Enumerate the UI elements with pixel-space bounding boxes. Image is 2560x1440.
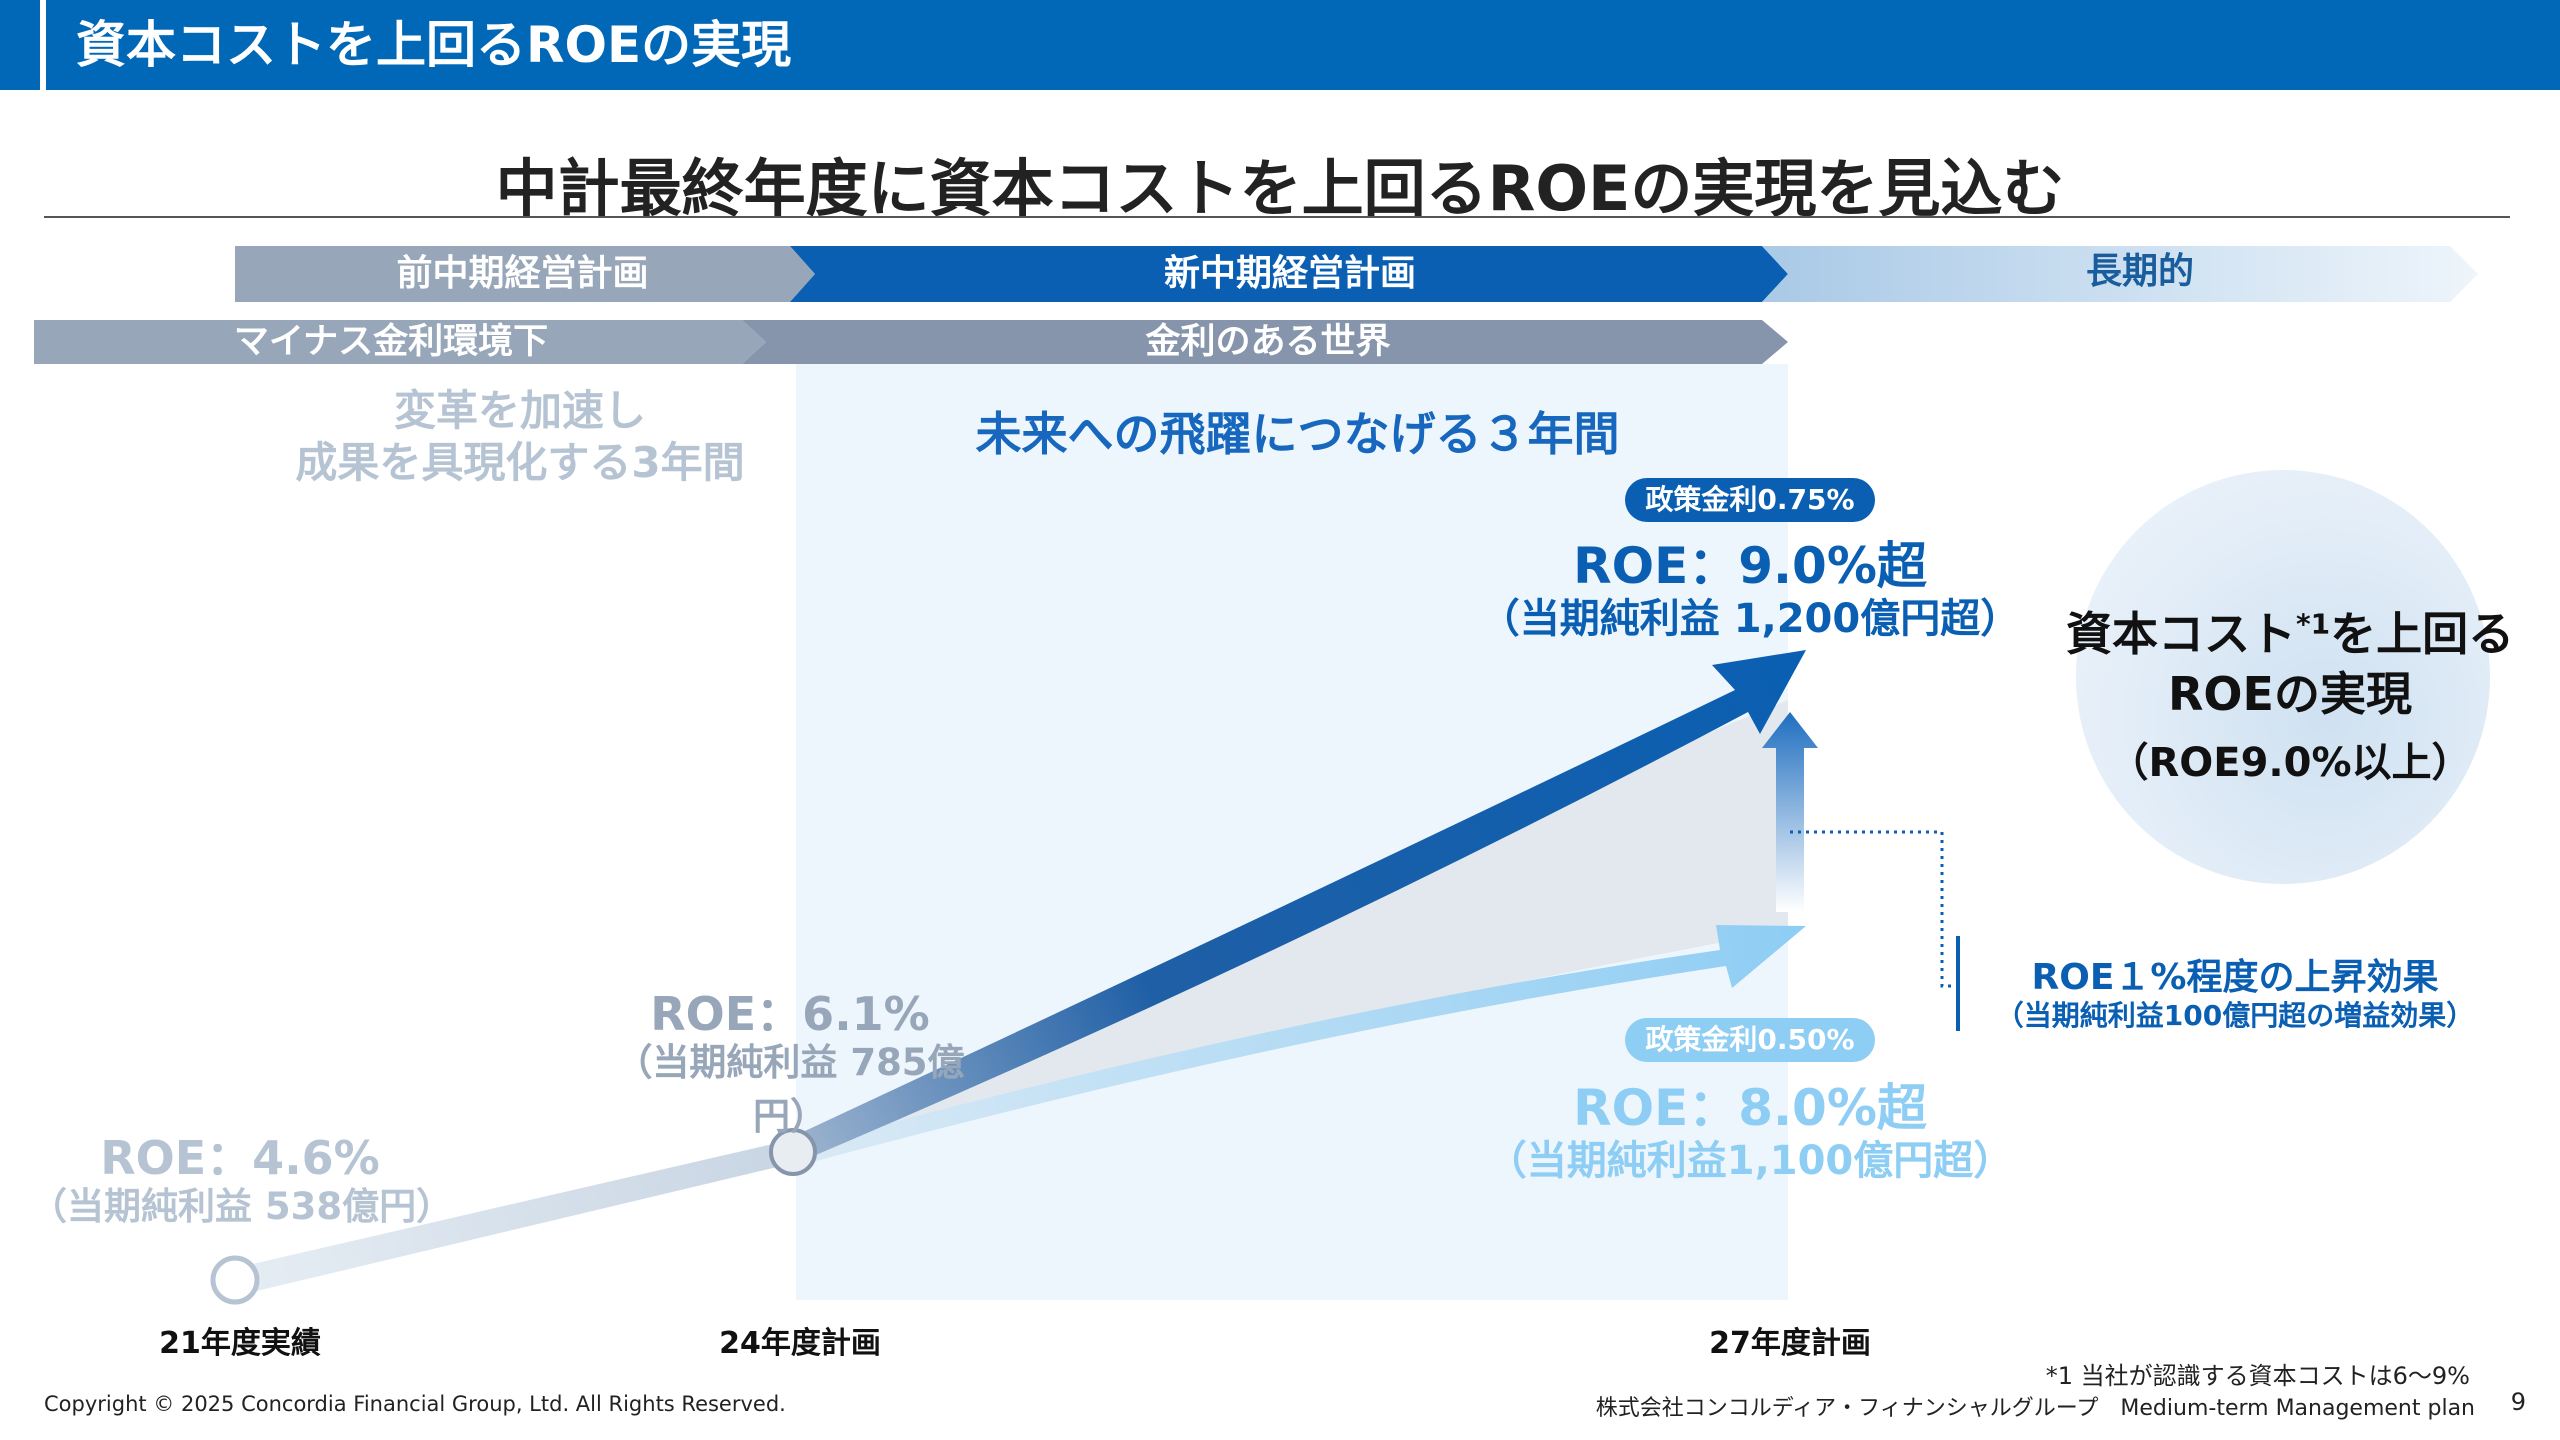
- uplift-arrow: [1762, 712, 1818, 912]
- roe-fy27-high: ROE：9.0%超: [1573, 537, 1927, 595]
- band-label-new-plan: 新中期経営計画: [1163, 253, 1416, 294]
- axis-label-fy24: 24年度計画: [719, 1326, 881, 1361]
- policy-rate-badge-high: 政策金利0.75%: [1625, 478, 1875, 522]
- effect-connector: [1790, 830, 1952, 988]
- growth-arrow-high: [790, 650, 1806, 1166]
- goal-line1-rest: を上回る: [2330, 607, 2515, 661]
- growth-arrow-low: [790, 925, 1806, 1168]
- company-name: 株式会社コンコルディア・フィナンシャルグループ Medium-term Mana…: [1595, 1396, 2475, 1421]
- policy-rate-badge-low: 政策金利0.50%: [1625, 1018, 1875, 1062]
- effect-accent-bar: [1956, 936, 1960, 1031]
- band-label-prev-plan: 前中期経営計画: [396, 253, 649, 294]
- profit-fy24: （当期純利益 785億円）: [615, 1041, 965, 1138]
- main-heading: 中計最終年度に資本コストを上回るROEの実現を見込む: [495, 152, 2065, 225]
- band-minus-rate: [34, 320, 766, 364]
- slide-title: 資本コストを上回るROEの実現: [76, 16, 792, 74]
- prev-plan-summary-line1: 変革を加速し: [393, 386, 646, 435]
- profit-fy27-high: （当期純利益 1,200億円超）: [1479, 596, 2021, 642]
- axis-label-fy27: 27年度計画: [1709, 1326, 1871, 1361]
- band-long-term: [1762, 246, 2478, 302]
- roe-fy27-low: ROE：8.0%超: [1573, 1079, 1927, 1137]
- effect-subtitle: （当期純利益100億円超の増益効果）: [1995, 999, 2475, 1032]
- goal-line2: ROEの実現: [2168, 667, 2412, 721]
- goal-line3: （ROE9.0%以上）: [2108, 740, 2472, 786]
- roe-fy21: ROE：4.6%: [100, 1131, 380, 1185]
- profit-fy21: （当期純利益 538億円）: [30, 1185, 454, 1228]
- growth-line-21-24: [235, 1140, 790, 1295]
- header-bar: [0, 0, 2560, 90]
- roe-fy24: ROE：6.1%: [650, 987, 930, 1041]
- goal-line1: 資本コスト*1を上回る: [2040, 598, 2540, 664]
- goal-circle: [2076, 470, 2490, 884]
- band-rate-world: [742, 320, 1788, 364]
- prev-plan-summary: 変革を加速し 成果を具現化する3年間: [200, 385, 840, 489]
- copyright: Copyright © 2025 Concordia Financial Gro…: [44, 1392, 786, 1416]
- band-label-minus-rate: マイナス金利環境下: [233, 322, 549, 362]
- header-accent-mark: [40, 0, 46, 90]
- node-fy24: [769, 1128, 817, 1176]
- goal-footnote-mark: *1: [2295, 607, 2331, 641]
- band-label-rate-world: 金利のある世界: [1145, 322, 1391, 362]
- band-prev-plan: [235, 246, 815, 302]
- effect-title: ROE１%程度の上昇効果: [2031, 957, 2439, 998]
- band-label-long-term: 長期的: [2085, 251, 2194, 292]
- profit-fy27-low: （当期純利益1,100億円超）: [1486, 1138, 2014, 1184]
- prev-plan-summary-line2: 成果を具現化する3年間: [295, 438, 745, 487]
- footnote: *1 当社が認識する資本コストは6～9%: [2045, 1362, 2470, 1390]
- heading-divider: [44, 216, 2510, 218]
- axis-label-fy21: 21年度実績: [159, 1326, 321, 1361]
- page-number: 9: [2510, 1388, 2526, 1416]
- new-plan-summary: 未来への飛躍につなげる３年間: [975, 407, 1620, 461]
- band-new-plan: [790, 246, 1788, 302]
- node-fy21: [210, 1255, 260, 1305]
- goal-line1-main: 資本コスト: [2065, 607, 2296, 661]
